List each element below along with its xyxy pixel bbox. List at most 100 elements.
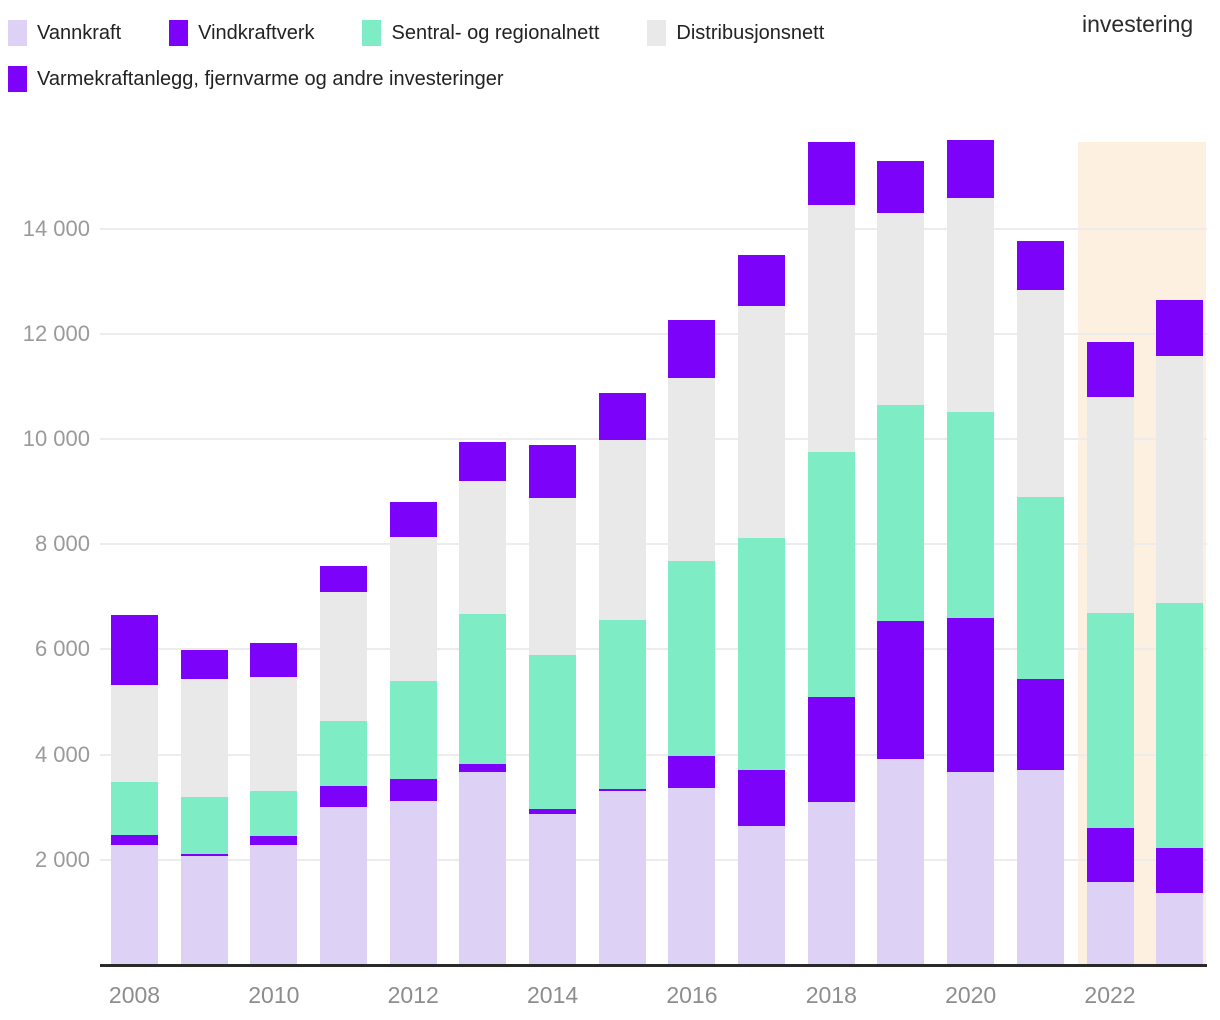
bar-segment-varmekraftanlegg-fjernvarme-og-andre-investeringer[interactable] [320, 566, 368, 592]
y-axis-label: 10 000 [22, 426, 90, 451]
legend-item-sentral-og-regionalnett[interactable]: Sentral- og regionalnett [362, 20, 599, 46]
bar-segment-vindkraftverk[interactable] [320, 785, 368, 808]
bar-segment-vannkraft[interactable] [807, 801, 855, 965]
bar-segment-varmekraftanlegg-fjernvarme-og-andre-investeringer[interactable] [668, 319, 716, 378]
bar-segment-vindkraftverk[interactable] [947, 618, 995, 773]
y-axis-label: 6 000 [34, 636, 90, 662]
legend-swatch-icon [8, 20, 27, 46]
legend-item-vannkraft[interactable]: Vannkraft [8, 20, 121, 46]
legend-item-varmekraftanlegg-fjernvarme-og-andre-investeringer[interactable]: Varmekraftanlegg, fjernvarme og andre in… [8, 66, 504, 92]
bar-segment-varmekraftanlegg-fjernvarme-og-andre-investeringer[interactable] [1156, 299, 1204, 356]
bar-segment-distribusjonsnett[interactable] [1156, 355, 1204, 604]
bar-2010 [250, 642, 298, 965]
bar-segment-varmekraftanlegg-fjernvarme-og-andre-investeringer[interactable] [1016, 240, 1064, 291]
bar-segment-distribusjonsnett[interactable] [807, 204, 855, 453]
bar-segment-varmekraftanlegg-fjernvarme-og-andre-investeringer[interactable] [389, 502, 437, 537]
bar-segment-vindkraftverk[interactable] [180, 854, 228, 856]
bar-segment-sentral-og-regionalnett[interactable] [180, 796, 228, 854]
legend-label: Varmekraftanlegg, fjernvarme og andre in… [37, 68, 504, 90]
bar-segment-vannkraft[interactable] [529, 814, 577, 965]
bar-segment-vannkraft[interactable] [320, 807, 368, 965]
bar-segment-vindkraftverk[interactable] [459, 763, 507, 773]
bar-segment-distribusjonsnett[interactable] [1016, 290, 1064, 498]
bar-segment-sentral-og-regionalnett[interactable] [807, 452, 855, 698]
bar-segment-vindkraftverk[interactable] [598, 788, 646, 792]
bar-segment-vindkraftverk[interactable] [877, 621, 925, 760]
bar-segment-vindkraftverk[interactable] [389, 779, 437, 801]
bar-2017 [738, 255, 786, 965]
bar-segment-vannkraft[interactable] [668, 787, 716, 965]
bar-segment-vannkraft[interactable] [180, 855, 228, 965]
bar-segment-vindkraftverk[interactable] [738, 770, 786, 826]
bar-segment-vannkraft[interactable] [1156, 892, 1204, 965]
bar-segment-sentral-og-regionalnett[interactable] [598, 619, 646, 789]
bar-segment-distribusjonsnett[interactable] [459, 481, 507, 614]
bar-segment-vannkraft[interactable] [250, 844, 298, 965]
bar-segment-varmekraftanlegg-fjernvarme-og-andre-investeringer[interactable] [1086, 342, 1134, 397]
bar-segment-sentral-og-regionalnett[interactable] [1156, 603, 1204, 849]
bar-segment-sentral-og-regionalnett[interactable] [529, 655, 577, 809]
bar-segment-distribusjonsnett[interactable] [389, 536, 437, 681]
bar-segment-varmekraftanlegg-fjernvarme-og-andre-investeringer[interactable] [877, 161, 925, 214]
bar-segment-vindkraftverk[interactable] [807, 697, 855, 802]
bar-segment-vindkraftverk[interactable] [1156, 848, 1204, 893]
legend-label: Vannkraft [37, 22, 122, 44]
bar-2012 [389, 502, 437, 965]
bar-segment-sentral-og-regionalnett[interactable] [668, 560, 716, 757]
bar-segment-sentral-og-regionalnett[interactable] [459, 613, 507, 764]
bar-segment-sentral-og-regionalnett[interactable] [877, 405, 925, 621]
bar-segment-distribusjonsnett[interactable] [668, 377, 716, 561]
bar-segment-vannkraft[interactable] [459, 772, 507, 965]
bar-segment-varmekraftanlegg-fjernvarme-og-andre-investeringer[interactable] [180, 649, 228, 680]
bar-segment-sentral-og-regionalnett[interactable] [111, 781, 158, 835]
bar-segment-sentral-og-regionalnett[interactable] [1016, 497, 1064, 680]
bar-segment-vindkraftverk[interactable] [668, 756, 716, 788]
bar-segment-distribusjonsnett[interactable] [598, 439, 646, 620]
bar-segment-sentral-og-regionalnett[interactable] [738, 538, 786, 771]
bar-segment-distribusjonsnett[interactable] [529, 498, 577, 656]
bar-segment-varmekraftanlegg-fjernvarme-og-andre-investeringer[interactable] [250, 642, 298, 677]
legend-item-distribusjonsnett[interactable]: Distribusjonsnett [647, 20, 824, 46]
bar-segment-varmekraftanlegg-fjernvarme-og-andre-investeringer[interactable] [459, 441, 507, 482]
bar-segment-varmekraftanlegg-fjernvarme-og-andre-investeringer[interactable] [947, 140, 995, 198]
bar-segment-vannkraft[interactable] [598, 791, 646, 965]
bar-segment-vindkraftverk[interactable] [1016, 679, 1064, 771]
x-axis-label: 2012 [387, 982, 439, 1008]
bar-segment-distribusjonsnett[interactable] [320, 591, 368, 722]
bar-segment-varmekraftanlegg-fjernvarme-og-andre-investeringer[interactable] [111, 615, 158, 686]
bar-segment-varmekraftanlegg-fjernvarme-og-andre-investeringer[interactable] [807, 141, 855, 205]
bar-segment-distribusjonsnett[interactable] [1086, 396, 1134, 614]
bar-segment-varmekraftanlegg-fjernvarme-og-andre-investeringer[interactable] [598, 393, 646, 440]
bar-segment-sentral-og-regionalnett[interactable] [320, 721, 368, 786]
bar-segment-vannkraft[interactable] [111, 844, 158, 965]
bar-segment-varmekraftanlegg-fjernvarme-og-andre-investeringer[interactable] [529, 445, 577, 499]
bar-2018 [807, 141, 855, 965]
bar-segment-vannkraft[interactable] [1016, 770, 1064, 965]
bar-segment-vindkraftverk[interactable] [250, 835, 298, 845]
bar-segment-vannkraft[interactable] [1086, 882, 1134, 965]
x-axis-label: 2014 [526, 982, 579, 1008]
bar-segment-distribusjonsnett[interactable] [738, 306, 786, 539]
bar-segment-vindkraftverk[interactable] [1086, 828, 1134, 883]
bar-segment-vannkraft[interactable] [947, 772, 995, 965]
bar-segment-vindkraftverk[interactable] [529, 808, 577, 815]
bar-2009 [180, 649, 228, 965]
bar-segment-vannkraft[interactable] [389, 800, 437, 965]
bar-segment-vannkraft[interactable] [877, 759, 925, 965]
bar-segment-sentral-og-regionalnett[interactable] [1086, 613, 1134, 829]
bar-segment-varmekraftanlegg-fjernvarme-og-andre-investeringer[interactable] [738, 255, 786, 307]
bar-segment-distribusjonsnett[interactable] [250, 676, 298, 792]
bar-segment-sentral-og-regionalnett[interactable] [947, 411, 995, 619]
x-axis-line [100, 964, 1207, 967]
bar-segment-distribusjonsnett[interactable] [111, 685, 158, 782]
bar-segment-vannkraft[interactable] [738, 825, 786, 965]
bar-segment-vindkraftverk[interactable] [111, 834, 158, 845]
legend-item-vindkraftverk[interactable]: Vindkraftverk [169, 20, 314, 46]
legend-row-2: Varmekraftanlegg, fjernvarme og andre in… [8, 66, 824, 92]
bar-segment-sentral-og-regionalnett[interactable] [250, 791, 298, 836]
bar-segment-sentral-og-regionalnett[interactable] [389, 680, 437, 780]
bar-segment-distribusjonsnett[interactable] [877, 213, 925, 406]
legend-swatch-icon [362, 20, 382, 46]
bar-segment-distribusjonsnett[interactable] [947, 197, 995, 412]
bar-segment-distribusjonsnett[interactable] [180, 679, 228, 797]
